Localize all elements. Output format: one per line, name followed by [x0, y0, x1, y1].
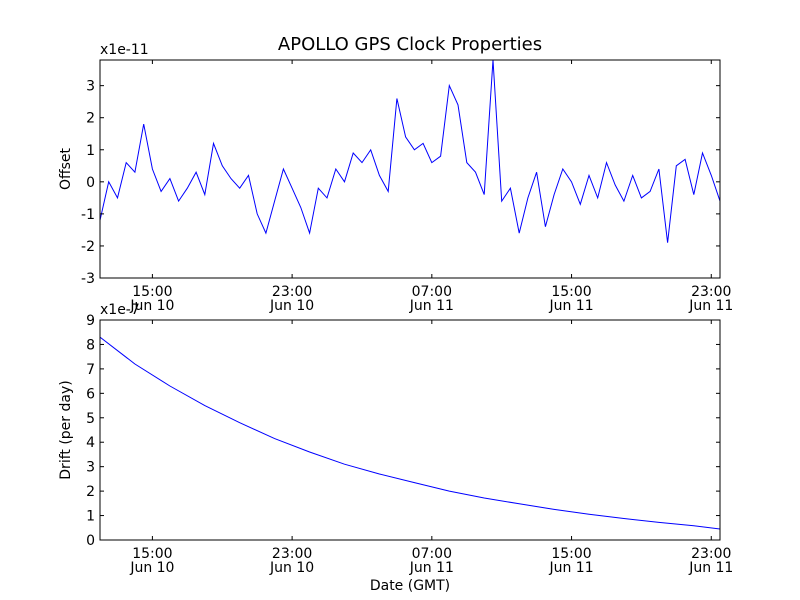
drift-chart-series-drift: [100, 336, 720, 530]
drift-chart-scale-label: x1e-7: [100, 302, 140, 318]
offset-chart-ytick-label: 0: [86, 175, 95, 191]
drift-chart-xtick-label-time: 23:00: [272, 546, 312, 562]
drift-chart-xtick-label-date: Jun 10: [129, 560, 174, 576]
drift-chart-ylabel: Drift (per day): [58, 380, 74, 479]
offset-chart-xtick-label-date: Jun 11: [688, 298, 733, 314]
offset-chart-xtick-label-time: 15:00: [551, 284, 591, 300]
offset-chart-ytick-label: 2: [86, 111, 95, 127]
drift-chart-ytick-label: 1: [86, 509, 95, 525]
offset-chart-ytick-label: -2: [81, 239, 95, 255]
offset-chart-xtick-label-time: 23:00: [691, 284, 731, 300]
offset-chart-ytick-label: -3: [81, 271, 95, 287]
drift-chart-xtick-label-date: Jun 10: [269, 560, 314, 576]
drift-chart-frame: [99, 319, 721, 541]
x-axis-label: Date (GMT): [370, 578, 450, 594]
drift-chart-ytick-label: 0: [86, 533, 95, 549]
drift-chart-ytick-label: 2: [86, 484, 95, 500]
offset-chart-xtick-label-time: 15:00: [132, 284, 172, 300]
offset-chart-xtick-label-date: Jun 10: [129, 298, 174, 314]
offset-chart-ytick-label: -1: [81, 207, 95, 223]
offset-chart-xtick-label-time: 23:00: [272, 284, 312, 300]
offset-chart-xtick-label-date: Jun 10: [269, 298, 314, 314]
offset-chart-xtick-label-date: Jun 11: [409, 298, 454, 314]
drift-chart-xtick-label-time: 15:00: [132, 546, 172, 562]
drift-chart-ytick-label: 8: [86, 337, 95, 353]
figure-title: APOLLO GPS Clock Properties: [278, 34, 542, 55]
drift-chart-ytick-label: 6: [86, 386, 95, 402]
offset-chart-ylabel: Offset: [58, 147, 74, 190]
drift-chart-ytick-label: 3: [86, 460, 95, 476]
offset-chart-series-offset: [100, 60, 720, 243]
offset-chart-frame: [99, 59, 721, 279]
drift-chart-ytick-label: 9: [86, 313, 95, 329]
drift-chart-xtick-label-time: 15:00: [551, 546, 591, 562]
drift-chart-xtick-label-date: Jun 11: [688, 560, 733, 576]
drift-chart-xtick-label-date: Jun 11: [548, 560, 593, 576]
drift-chart-ytick-label: 4: [86, 435, 95, 451]
drift-chart-xtick-label-date: Jun 11: [409, 560, 454, 576]
offset-chart-xtick-label-date: Jun 11: [548, 298, 593, 314]
drift-chart-xtick-label-time: 07:00: [412, 546, 452, 562]
offset-chart-ytick-label: 3: [86, 79, 95, 95]
drift-chart-xtick-label-time: 23:00: [691, 546, 731, 562]
offset-chart-xtick-label-time: 07:00: [412, 284, 452, 300]
drift-chart-ytick-label: 7: [86, 362, 95, 378]
drift-chart-ytick-label: 5: [86, 411, 95, 427]
offset-chart-ytick-label: 1: [86, 143, 95, 159]
offset-chart-scale-label: x1e-11: [100, 42, 149, 58]
